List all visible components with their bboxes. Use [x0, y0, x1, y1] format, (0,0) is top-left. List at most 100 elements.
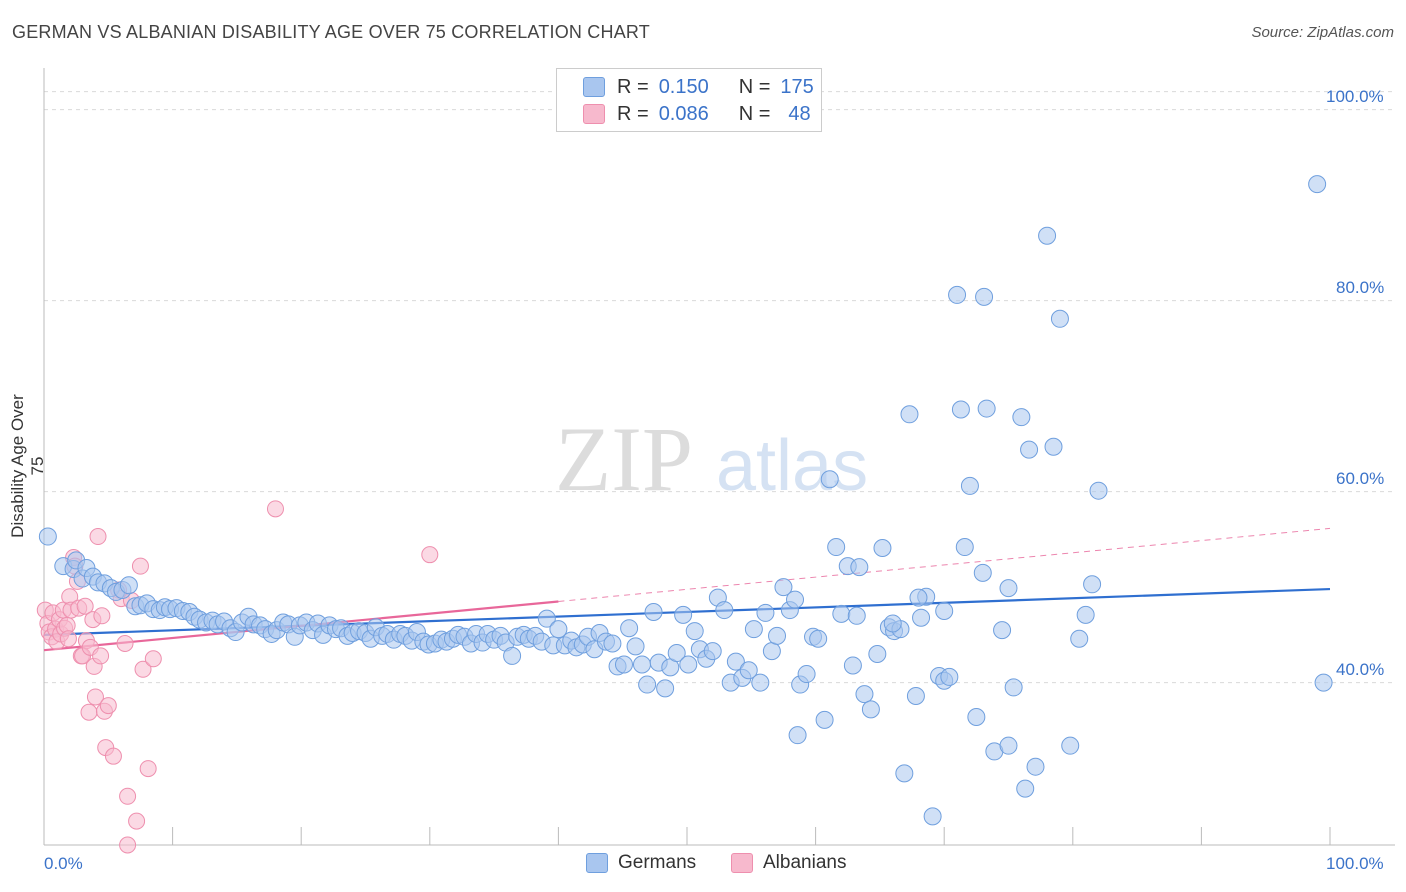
german-point — [1016, 779, 1035, 798]
german-point — [1089, 481, 1108, 500]
german-swatch — [583, 77, 605, 97]
albanian-point — [119, 787, 137, 805]
german-swatch — [586, 853, 608, 873]
albanian-point — [134, 660, 152, 678]
german-point — [739, 661, 758, 680]
n-label: N = — [738, 102, 771, 125]
albanian-point — [128, 812, 146, 830]
german-point — [1314, 673, 1333, 692]
albanian-points — [36, 500, 439, 854]
german-point — [667, 644, 686, 663]
german-points — [38, 175, 1333, 826]
german-point — [815, 710, 834, 729]
y-tick-label: 100.0% — [1326, 87, 1384, 106]
german-point — [1020, 440, 1039, 459]
watermark-zip: ZIP — [555, 408, 693, 510]
german-point — [788, 726, 807, 745]
legend-row-germans: R = 0.150 N = 175 — [583, 75, 814, 99]
albanian-point — [421, 546, 439, 564]
albanian-point — [104, 747, 122, 765]
y-axis-title: Disability Age Over 75 — [8, 394, 47, 538]
n-label: N = — [738, 75, 771, 98]
german-point — [820, 470, 839, 489]
albanian-point — [116, 634, 134, 652]
german-point — [537, 609, 556, 628]
albanian-r-value: 0.086 — [658, 102, 709, 125]
german-point — [774, 578, 793, 597]
german-point — [1083, 575, 1102, 594]
r-label: R = — [617, 102, 649, 125]
german-point — [967, 708, 986, 727]
german-point — [940, 667, 959, 686]
legend-albanians-label: Albanians — [763, 852, 847, 873]
albanian-n-value: 48 — [788, 102, 811, 125]
german-r-value: 0.150 — [658, 75, 709, 98]
german-point — [948, 285, 967, 304]
german-point — [626, 637, 645, 656]
german-point — [1012, 408, 1031, 427]
german-point — [751, 673, 770, 692]
german-point — [827, 538, 846, 557]
german-n-value: 175 — [780, 75, 814, 98]
german-point — [883, 614, 902, 633]
german-point — [674, 605, 693, 624]
german-point — [955, 538, 974, 557]
albanian-point — [93, 607, 111, 625]
german-point — [656, 679, 675, 698]
german-point — [993, 621, 1012, 640]
german-point — [1076, 605, 1095, 624]
legend-germans: Germans — [586, 852, 696, 874]
source-credit: Source: ZipAtlas.com — [1251, 24, 1394, 41]
german-point — [855, 685, 874, 704]
chart-title: GERMAN VS ALBANIAN DISABILITY AGE OVER 7… — [12, 22, 650, 42]
german-point — [809, 629, 828, 648]
y-tick-label: 80.0% — [1336, 278, 1385, 297]
albanian-swatch — [583, 104, 605, 124]
german-point — [960, 476, 979, 495]
albanian-point — [119, 836, 137, 854]
german-point — [1308, 175, 1327, 194]
german-point — [951, 400, 970, 419]
watermark-atlas: atlas — [716, 426, 868, 506]
german-point — [1004, 678, 1023, 697]
german-point — [935, 602, 954, 621]
german-point — [614, 655, 633, 674]
german-point — [632, 655, 651, 674]
albanian-point — [76, 597, 94, 615]
albanian-point — [86, 688, 104, 706]
german-point — [975, 287, 994, 306]
german-point — [923, 807, 942, 826]
german-point — [873, 538, 892, 557]
albanian-trend-extension — [558, 527, 1331, 602]
german-point — [973, 563, 992, 582]
german-point — [638, 675, 657, 694]
german-point — [119, 576, 138, 595]
german-point — [861, 700, 880, 719]
german-point — [909, 588, 928, 607]
german-point — [900, 405, 919, 424]
german-point — [895, 764, 914, 783]
german-point — [744, 620, 763, 639]
german-point — [1050, 309, 1069, 328]
albanian-point — [266, 500, 284, 518]
albanian-point — [139, 760, 157, 778]
albanian-swatch — [731, 853, 753, 873]
german-point — [1038, 226, 1057, 245]
german-point — [1061, 736, 1080, 755]
german-point — [620, 619, 639, 638]
german-point — [847, 606, 866, 625]
albanian-point — [80, 703, 98, 721]
legend-row-albanians: R = 0.086 N = 48 — [583, 102, 811, 126]
stats-legend: R = 0.150 N = 175 R = 0.086 N = 48 — [556, 68, 822, 132]
german-point — [38, 527, 57, 546]
german-point — [797, 665, 816, 684]
german-point — [685, 622, 704, 641]
german-point — [1070, 629, 1089, 648]
german-point — [762, 642, 781, 661]
albanian-point — [89, 528, 107, 546]
legend-albanians: Albanians — [731, 852, 846, 874]
legend-germans-label: Germans — [618, 852, 697, 873]
german-point — [549, 620, 568, 639]
german-point — [1044, 437, 1063, 456]
german-point — [756, 603, 775, 622]
